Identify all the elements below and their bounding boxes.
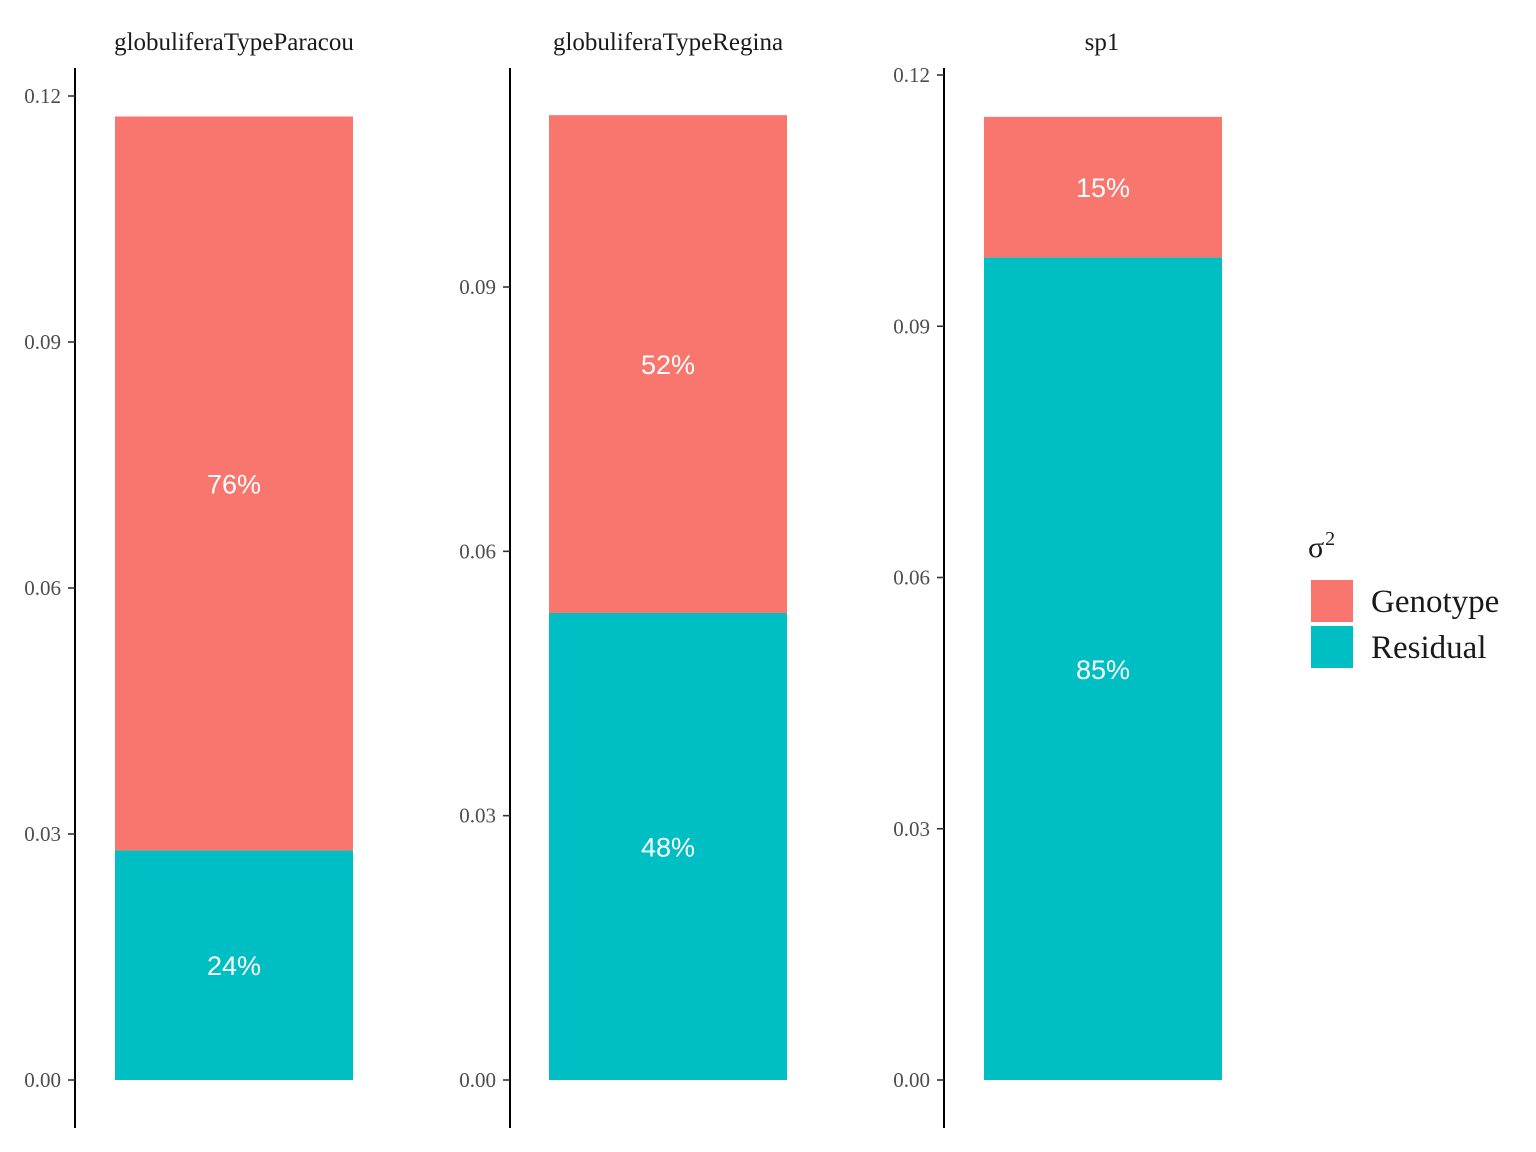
legend-items: Genotype Residual xyxy=(1311,580,1499,668)
y-tick-label: 0.00 xyxy=(893,1068,930,1092)
legend-label-genotype: Genotype xyxy=(1371,584,1499,620)
bar-segment-residual xyxy=(549,613,787,1080)
y-tick-label: 0.12 xyxy=(893,63,930,87)
facet-panels: globuliferaTypeParacou 0.00 0.03 0.06 0.09 0.… xyxy=(24,29,1222,1128)
facet-panel: globuliferaTypeRegina 0.00 0.03 0.06 0.09 48%… xyxy=(459,29,787,1128)
bar-value-label: 24% xyxy=(207,951,261,981)
y-tick-label: 0.03 xyxy=(893,817,930,841)
legend-swatch-residual xyxy=(1311,626,1353,668)
facet-title: globuliferaTypeRegina xyxy=(553,29,783,56)
legend-title-symbol: σ xyxy=(1308,531,1324,564)
y-tick-label: 0.00 xyxy=(459,1068,496,1092)
bar-segment-genotype xyxy=(549,115,787,614)
y-tick-label: 0.00 xyxy=(24,1068,61,1092)
bar-value-label: 15% xyxy=(1076,173,1130,203)
y-tick-label: 0.09 xyxy=(459,275,496,299)
legend-title-superscript: 2 xyxy=(1325,528,1335,550)
facet-panel: sp1 0.00 0.03 0.06 0.09 0.12 85% 15% xyxy=(893,29,1222,1128)
facet-title: globuliferaTypeParacou xyxy=(114,29,354,56)
legend: σ2 Genotype Residual xyxy=(1308,528,1499,668)
bar-value-label: 52% xyxy=(641,350,695,380)
facet-title: sp1 xyxy=(1085,29,1120,56)
bar-segment-residual xyxy=(115,850,353,1080)
y-tick-label: 0.03 xyxy=(459,804,496,828)
facet-panel: globuliferaTypeParacou 0.00 0.03 0.06 0.09 0.… xyxy=(24,29,354,1128)
y-tick-label: 0.06 xyxy=(24,576,61,600)
bar-segment-genotype xyxy=(115,116,353,851)
legend-swatch-genotype xyxy=(1311,580,1353,622)
y-tick-label: 0.09 xyxy=(24,330,61,354)
y-tick-label: 0.06 xyxy=(893,566,930,590)
bar-value-label: 85% xyxy=(1076,655,1130,685)
bar-segment-residual xyxy=(984,257,1222,1080)
legend-label-residual: Residual xyxy=(1371,630,1486,666)
y-tick-label: 0.03 xyxy=(24,822,61,846)
y-tick-label: 0.12 xyxy=(24,84,61,108)
bar-value-label: 76% xyxy=(207,469,261,499)
bar-value-label: 48% xyxy=(641,833,695,863)
y-tick-label: 0.09 xyxy=(893,314,930,338)
y-tick-label: 0.06 xyxy=(459,539,496,563)
legend-title: σ2 xyxy=(1308,528,1335,564)
bar-segment-genotype xyxy=(984,116,1222,258)
